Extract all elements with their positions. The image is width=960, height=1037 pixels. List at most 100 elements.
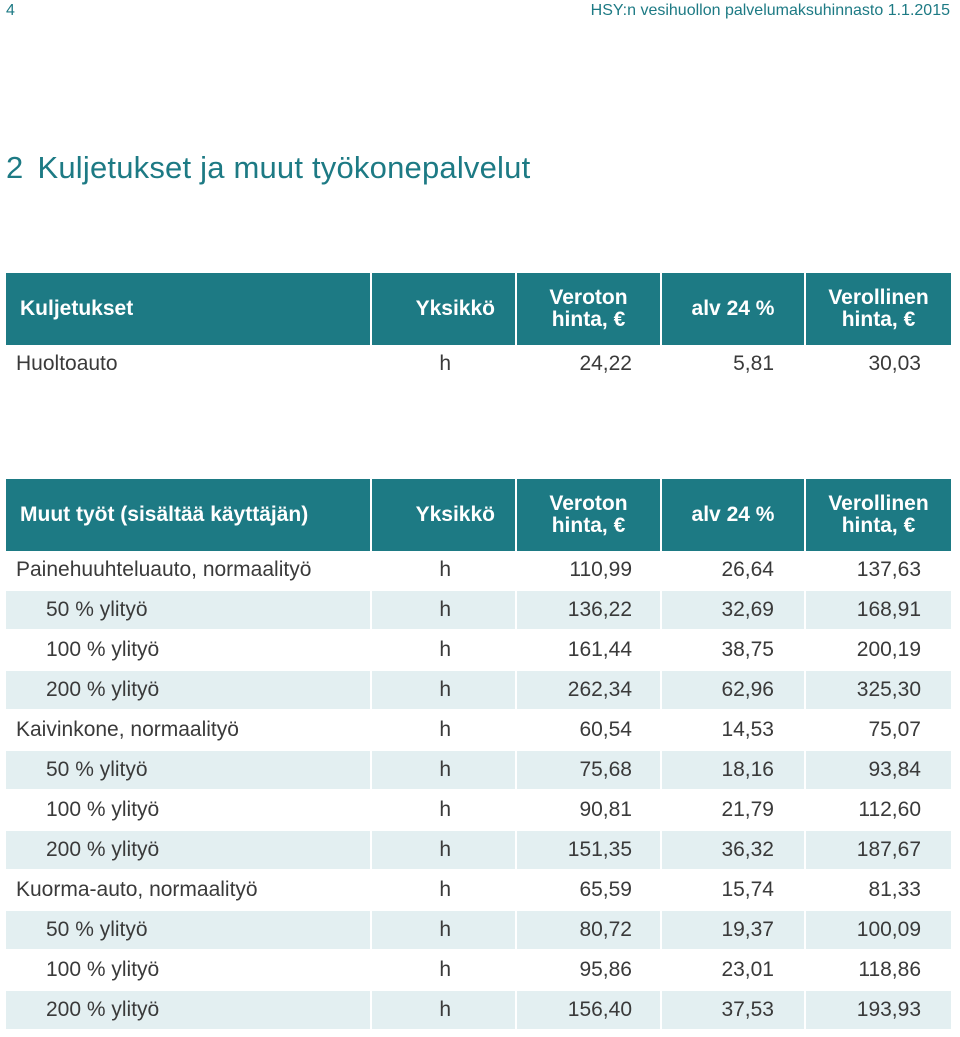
table-row: Painehuuhteluauto, normaalityö h 110,99 26,…: [6, 551, 951, 591]
row-price-inc-vat: 325,30: [806, 671, 951, 711]
row-label: 200 % ylityö: [6, 831, 372, 871]
row-label: Kuorma-auto, normaalityö: [6, 871, 372, 911]
column-header-price-inc-vat: Verollinen hinta, €: [806, 273, 951, 345]
column-header-price-inc-vat: Verollinen hinta, €: [806, 479, 951, 551]
row-price-ex-vat: 151,35: [517, 831, 662, 871]
transport-table-body: Huoltoauto h 24,22 5,81 30,03: [6, 345, 951, 385]
row-unit: h: [372, 671, 517, 711]
row-unit: h: [372, 791, 517, 831]
page-number: 4: [6, 2, 15, 19]
column-header-unit: Yksikkö: [372, 273, 517, 345]
row-price-ex-vat: 65,59: [517, 871, 662, 911]
row-vat: 37,53: [662, 991, 806, 1031]
table-row: Huoltoauto h 24,22 5,81 30,03: [6, 345, 951, 385]
column-header-service: Kuljetukset: [6, 273, 372, 345]
section-title: 2 Kuljetukset ja muut työkonepalvelut: [6, 150, 530, 186]
row-price-ex-vat: 60,54: [517, 711, 662, 751]
table-row: 200 % ylityö h 262,34 62,96 325,30: [6, 671, 951, 711]
table-row: Kuorma-auto, normaalityö h 65,59 15,74 81,33: [6, 871, 951, 911]
row-vat: 23,01: [662, 951, 806, 991]
row-unit: h: [372, 991, 517, 1031]
row-price-inc-vat: 187,67: [806, 831, 951, 871]
running-title: HSY:n vesihuollon palvelumaksuhinnasto 1…: [590, 2, 950, 19]
column-header-price-ex-vat: Veroton hinta, €: [517, 479, 662, 551]
row-vat: 14,53: [662, 711, 806, 751]
table-row: 50 % ylityö h 75,68 18,16 93,84: [6, 751, 951, 791]
row-vat: 5,81: [662, 345, 806, 385]
row-label: 100 % ylityö: [6, 791, 372, 831]
column-header-price-ex-vat: Veroton hinta, €: [517, 273, 662, 345]
row-price-ex-vat: 136,22: [517, 591, 662, 631]
row-vat: 26,64: [662, 551, 806, 591]
row-vat: 62,96: [662, 671, 806, 711]
row-price-ex-vat: 24,22: [517, 345, 662, 385]
row-unit: h: [372, 871, 517, 911]
table-row: 50 % ylityö h 80,72 19,37 100,09: [6, 911, 951, 951]
row-label: 100 % ylityö: [6, 951, 372, 991]
row-price-ex-vat: 80,72: [517, 911, 662, 951]
row-price-inc-vat: 193,93: [806, 991, 951, 1031]
row-label: 200 % ylityö: [6, 991, 372, 1031]
row-unit: h: [372, 911, 517, 951]
other-work-price-table: Muut työt (sisältää käyttäjän) Yksikkö V…: [6, 479, 951, 1031]
row-label: 50 % ylityö: [6, 751, 372, 791]
table-header-row: Kuljetukset Yksikkö Veroton hinta, € alv…: [6, 273, 951, 345]
row-vat: 38,75: [662, 631, 806, 671]
row-price-inc-vat: 93,84: [806, 751, 951, 791]
row-price-inc-vat: 100,09: [806, 911, 951, 951]
row-price-inc-vat: 118,86: [806, 951, 951, 991]
row-vat: 36,32: [662, 831, 806, 871]
row-label: Kaivinkone, normaalityö: [6, 711, 372, 751]
row-unit: h: [372, 345, 517, 385]
row-label: 200 % ylityö: [6, 671, 372, 711]
row-label: Painehuuhteluauto, normaalityö: [6, 551, 372, 591]
row-unit: h: [372, 591, 517, 631]
table-row: Kaivinkone, normaalityö h 60,54 14,53 75,07: [6, 711, 951, 751]
table-row: 200 % ylityö h 156,40 37,53 193,93: [6, 991, 951, 1031]
row-unit: h: [372, 631, 517, 671]
row-label: 50 % ylityö: [6, 591, 372, 631]
row-price-inc-vat: 137,63: [806, 551, 951, 591]
row-price-ex-vat: 75,68: [517, 751, 662, 791]
row-price-ex-vat: 161,44: [517, 631, 662, 671]
row-price-inc-vat: 168,91: [806, 591, 951, 631]
row-price-inc-vat: 112,60: [806, 791, 951, 831]
row-unit: h: [372, 831, 517, 871]
section-title-text: Kuljetukset ja muut työkonepalvelut: [37, 150, 531, 185]
row-price-ex-vat: 156,40: [517, 991, 662, 1031]
row-price-ex-vat: 262,34: [517, 671, 662, 711]
column-header-service: Muut työt (sisältää käyttäjän): [6, 479, 372, 551]
table-header-row: Muut työt (sisältää käyttäjän) Yksikkö V…: [6, 479, 951, 551]
table-row: 100 % ylityö h 161,44 38,75 200,19: [6, 631, 951, 671]
column-header-vat: alv 24 %: [662, 273, 806, 345]
table-row: 100 % ylityö h 90,81 21,79 112,60: [6, 791, 951, 831]
table-row: 50 % ylityö h 136,22 32,69 168,91: [6, 591, 951, 631]
row-unit: h: [372, 951, 517, 991]
column-header-unit: Yksikkö: [372, 479, 517, 551]
row-vat: 15,74: [662, 871, 806, 911]
row-price-ex-vat: 110,99: [517, 551, 662, 591]
table-row: 100 % ylityö h 95,86 23,01 118,86: [6, 951, 951, 991]
row-price-ex-vat: 95,86: [517, 951, 662, 991]
row-vat: 32,69: [662, 591, 806, 631]
column-header-vat: alv 24 %: [662, 479, 806, 551]
row-unit: h: [372, 711, 517, 751]
row-price-inc-vat: 81,33: [806, 871, 951, 911]
row-unit: h: [372, 551, 517, 591]
other-work-table-body: Painehuuhteluauto, normaalityö h 110,99 26,…: [6, 551, 951, 1031]
row-unit: h: [372, 751, 517, 791]
row-label: 100 % ylityö: [6, 631, 372, 671]
transport-price-table: Kuljetukset Yksikkö Veroton hinta, € alv…: [6, 273, 951, 385]
section-number: 2: [6, 150, 24, 185]
row-label: Huoltoauto: [6, 345, 372, 385]
running-header: 4 HSY:n vesihuollon palvelumaksuhinnasto…: [0, 0, 960, 22]
row-price-inc-vat: 75,07: [806, 711, 951, 751]
row-price-inc-vat: 200,19: [806, 631, 951, 671]
row-vat: 18,16: [662, 751, 806, 791]
row-vat: 19,37: [662, 911, 806, 951]
table-row: 200 % ylityö h 151,35 36,32 187,67: [6, 831, 951, 871]
row-price-ex-vat: 90,81: [517, 791, 662, 831]
row-label: 50 % ylityö: [6, 911, 372, 951]
row-vat: 21,79: [662, 791, 806, 831]
row-price-inc-vat: 30,03: [806, 345, 951, 385]
